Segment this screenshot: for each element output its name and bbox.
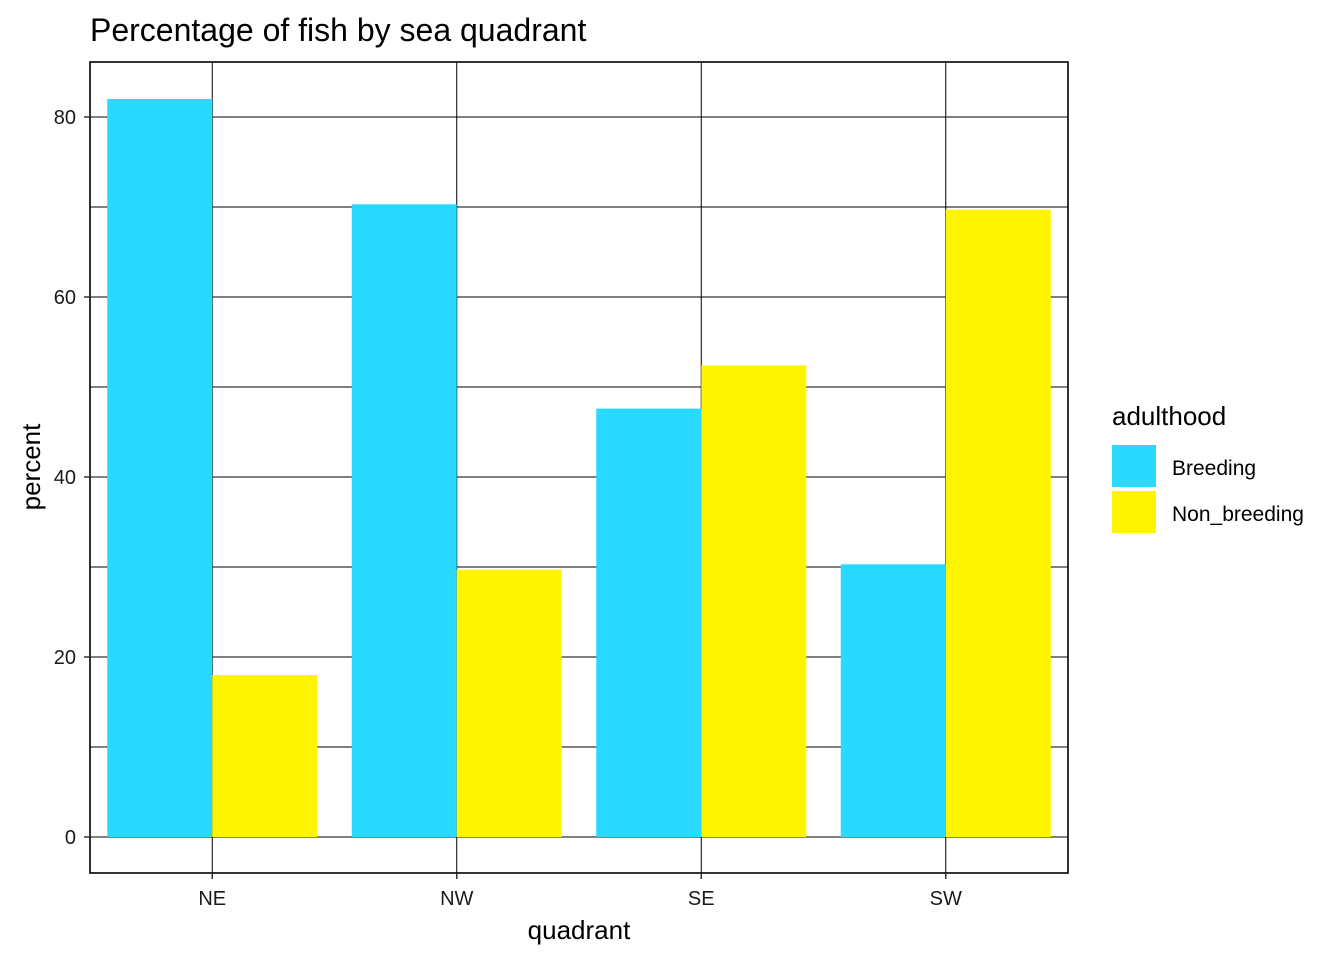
bar-breeding-ne (107, 99, 213, 837)
legend-label-breeding: Breeding (1172, 457, 1256, 480)
panel-border (89, 61, 1069, 874)
legend-title: adulthood (1112, 401, 1226, 431)
x-tick-label-ne: NE (198, 888, 226, 910)
chart-title: Percentage of fish by sea quadrant (90, 12, 586, 48)
legend-key-non-breeding (1112, 491, 1156, 533)
bar-breeding-se (596, 408, 702, 837)
y-axis-title: percent (16, 423, 46, 510)
bar-breeding-sw (840, 564, 946, 837)
legend: adulthood Breeding Non_breeding (1112, 401, 1304, 533)
y-tick-label: 80 (54, 107, 76, 129)
bar-non-breeding-ne (212, 675, 318, 837)
bar-breeding-nw (351, 204, 457, 838)
legend-label-non-breeding: Non_breeding (1172, 503, 1304, 526)
x-tick-label-sw: SW (930, 888, 962, 910)
x-axis: NE NW SE SW (198, 873, 962, 910)
y-tick-label: 60 (54, 287, 76, 309)
legend-key-breeding (1112, 445, 1156, 487)
bar-non-breeding-se (701, 365, 807, 837)
x-tick-label-nw: NW (440, 888, 473, 910)
y-axis: 0 20 40 60 80 (54, 107, 90, 849)
x-tick-label-se: SE (688, 888, 715, 910)
y-tick-label: 0 (65, 827, 76, 849)
x-axis-title: quadrant (528, 915, 631, 945)
bars (107, 99, 1051, 838)
y-tick-label: 20 (54, 647, 76, 669)
y-tick-label: 40 (54, 467, 76, 489)
bar-non-breeding-sw (945, 209, 1051, 837)
bar-non-breeding-nw (456, 569, 562, 837)
